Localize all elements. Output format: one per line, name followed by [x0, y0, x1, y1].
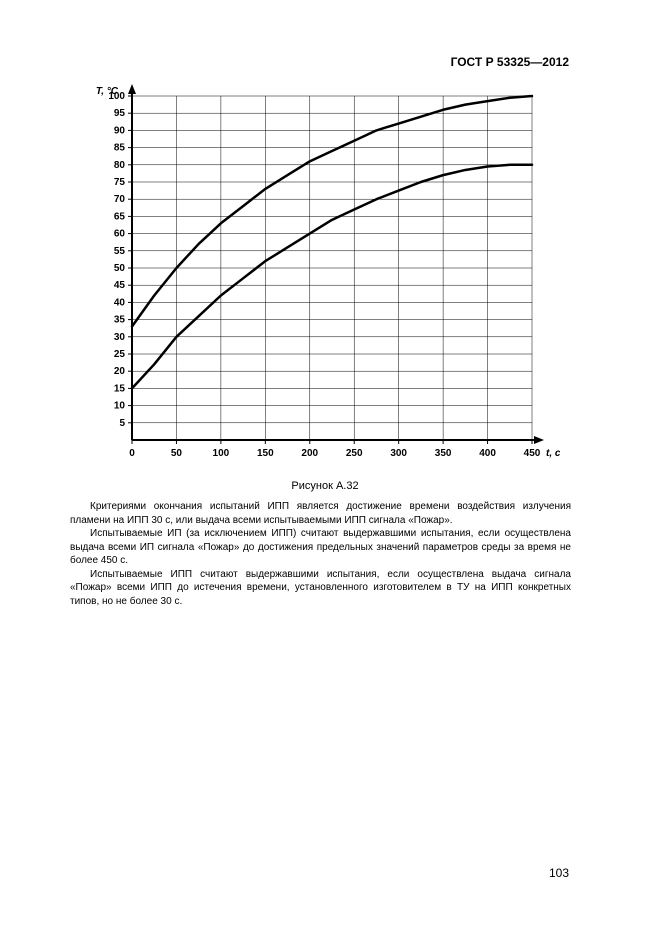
paragraph: Испытываемые ИПП считают выдержавшими ис… — [70, 568, 571, 609]
svg-text:45: 45 — [114, 280, 126, 291]
svg-text:30: 30 — [114, 332, 126, 343]
svg-text:150: 150 — [257, 448, 274, 459]
svg-text:90: 90 — [114, 125, 126, 136]
svg-text:0: 0 — [129, 448, 135, 459]
svg-text:t, с: t, с — [546, 448, 560, 459]
svg-text:55: 55 — [114, 246, 126, 257]
svg-text:300: 300 — [390, 448, 407, 459]
svg-text:T, °С: T, °С — [96, 86, 119, 97]
svg-text:5: 5 — [119, 418, 125, 429]
svg-text:100: 100 — [213, 448, 230, 459]
svg-text:20: 20 — [114, 366, 126, 377]
document-header: ГОСТ Р 53325—2012 — [451, 55, 569, 69]
svg-text:450: 450 — [524, 448, 541, 459]
svg-text:70: 70 — [114, 194, 126, 205]
svg-text:50: 50 — [114, 263, 126, 274]
paragraph: Критериями окончания испытаний ИПП являе… — [70, 500, 571, 527]
svg-text:60: 60 — [114, 229, 126, 240]
body-text: Критериями окончания испытаний ИПП являе… — [70, 500, 571, 608]
svg-text:350: 350 — [435, 448, 452, 459]
svg-text:200: 200 — [301, 448, 318, 459]
svg-text:10: 10 — [114, 401, 126, 412]
svg-text:85: 85 — [114, 143, 126, 154]
svg-text:400: 400 — [479, 448, 496, 459]
svg-text:40: 40 — [114, 297, 126, 308]
svg-text:50: 50 — [171, 448, 183, 459]
svg-text:80: 80 — [114, 160, 126, 171]
chart-container: 0 50 100 150 200 250 300 350 400 450 5 10 15 20 25 30 35… — [90, 80, 560, 492]
svg-text:250: 250 — [346, 448, 363, 459]
svg-text:65: 65 — [114, 211, 126, 222]
svg-text:35: 35 — [114, 315, 126, 326]
paragraph: Испытываемые ИП (за исключением ИПП) счи… — [70, 527, 571, 568]
temperature-chart: 0 50 100 150 200 250 300 350 400 450 5 10 15 20 25 30 35… — [90, 80, 560, 470]
svg-text:15: 15 — [114, 383, 126, 394]
page-number: 103 — [549, 866, 569, 880]
svg-text:25: 25 — [114, 349, 126, 360]
svg-text:75: 75 — [114, 177, 126, 188]
figure-caption: Рисунок А.32 — [90, 480, 560, 492]
svg-text:95: 95 — [114, 108, 126, 119]
